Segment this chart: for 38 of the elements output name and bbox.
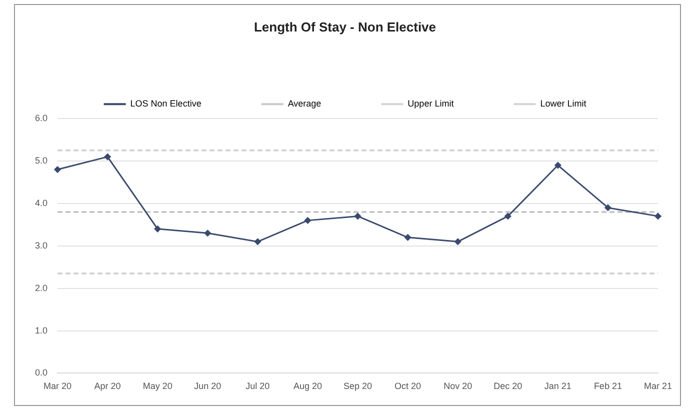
legend-label: Lower Limit xyxy=(540,98,587,109)
x-tick-label: Oct 20 xyxy=(394,381,422,392)
y-tick-label: 4.0 xyxy=(34,198,48,208)
chart-title: Length Of Stay - Non Elective xyxy=(254,19,436,34)
x-tick-label: Sep 20 xyxy=(343,381,372,392)
point xyxy=(204,230,211,236)
x-tick-label: Apr 20 xyxy=(94,381,121,392)
point xyxy=(254,238,261,245)
point xyxy=(304,217,311,224)
y-tick-label: 2.0 xyxy=(34,282,48,293)
x-tick-label: Mar 20 xyxy=(44,381,72,392)
y-tick-label: 1.0 xyxy=(34,325,48,336)
point xyxy=(604,204,612,211)
point xyxy=(454,238,462,245)
y-tick-label: 5.0 xyxy=(34,156,48,166)
point xyxy=(154,226,161,232)
legend-label: LOS Non Elective xyxy=(130,98,202,109)
point xyxy=(404,234,412,241)
x-tick-label: Feb 21 xyxy=(594,381,622,392)
legend-label: Upper Limit xyxy=(408,98,454,109)
point xyxy=(54,166,61,173)
y-tick-label: 3.0 xyxy=(34,240,48,250)
x-tick-label: Jun 20 xyxy=(194,381,222,392)
point xyxy=(104,154,111,160)
x-tick-label: Nov 20 xyxy=(444,381,472,392)
legend-label: Average xyxy=(288,98,322,109)
x-tick-label: Jul 20 xyxy=(246,381,270,392)
x-tick-label: Mar 21 xyxy=(644,381,672,392)
x-tick-label: Dec 20 xyxy=(494,381,522,392)
y-tick-label: 6.0 xyxy=(34,113,48,124)
y-tick-label: 0.0 xyxy=(34,368,48,378)
x-tick-label: Jan 21 xyxy=(544,381,572,392)
point xyxy=(554,162,562,169)
x-tick-label: Aug 20 xyxy=(293,381,322,392)
point xyxy=(654,212,662,220)
point xyxy=(504,212,512,220)
point xyxy=(354,212,362,220)
x-tick-label: May 20 xyxy=(142,381,172,392)
